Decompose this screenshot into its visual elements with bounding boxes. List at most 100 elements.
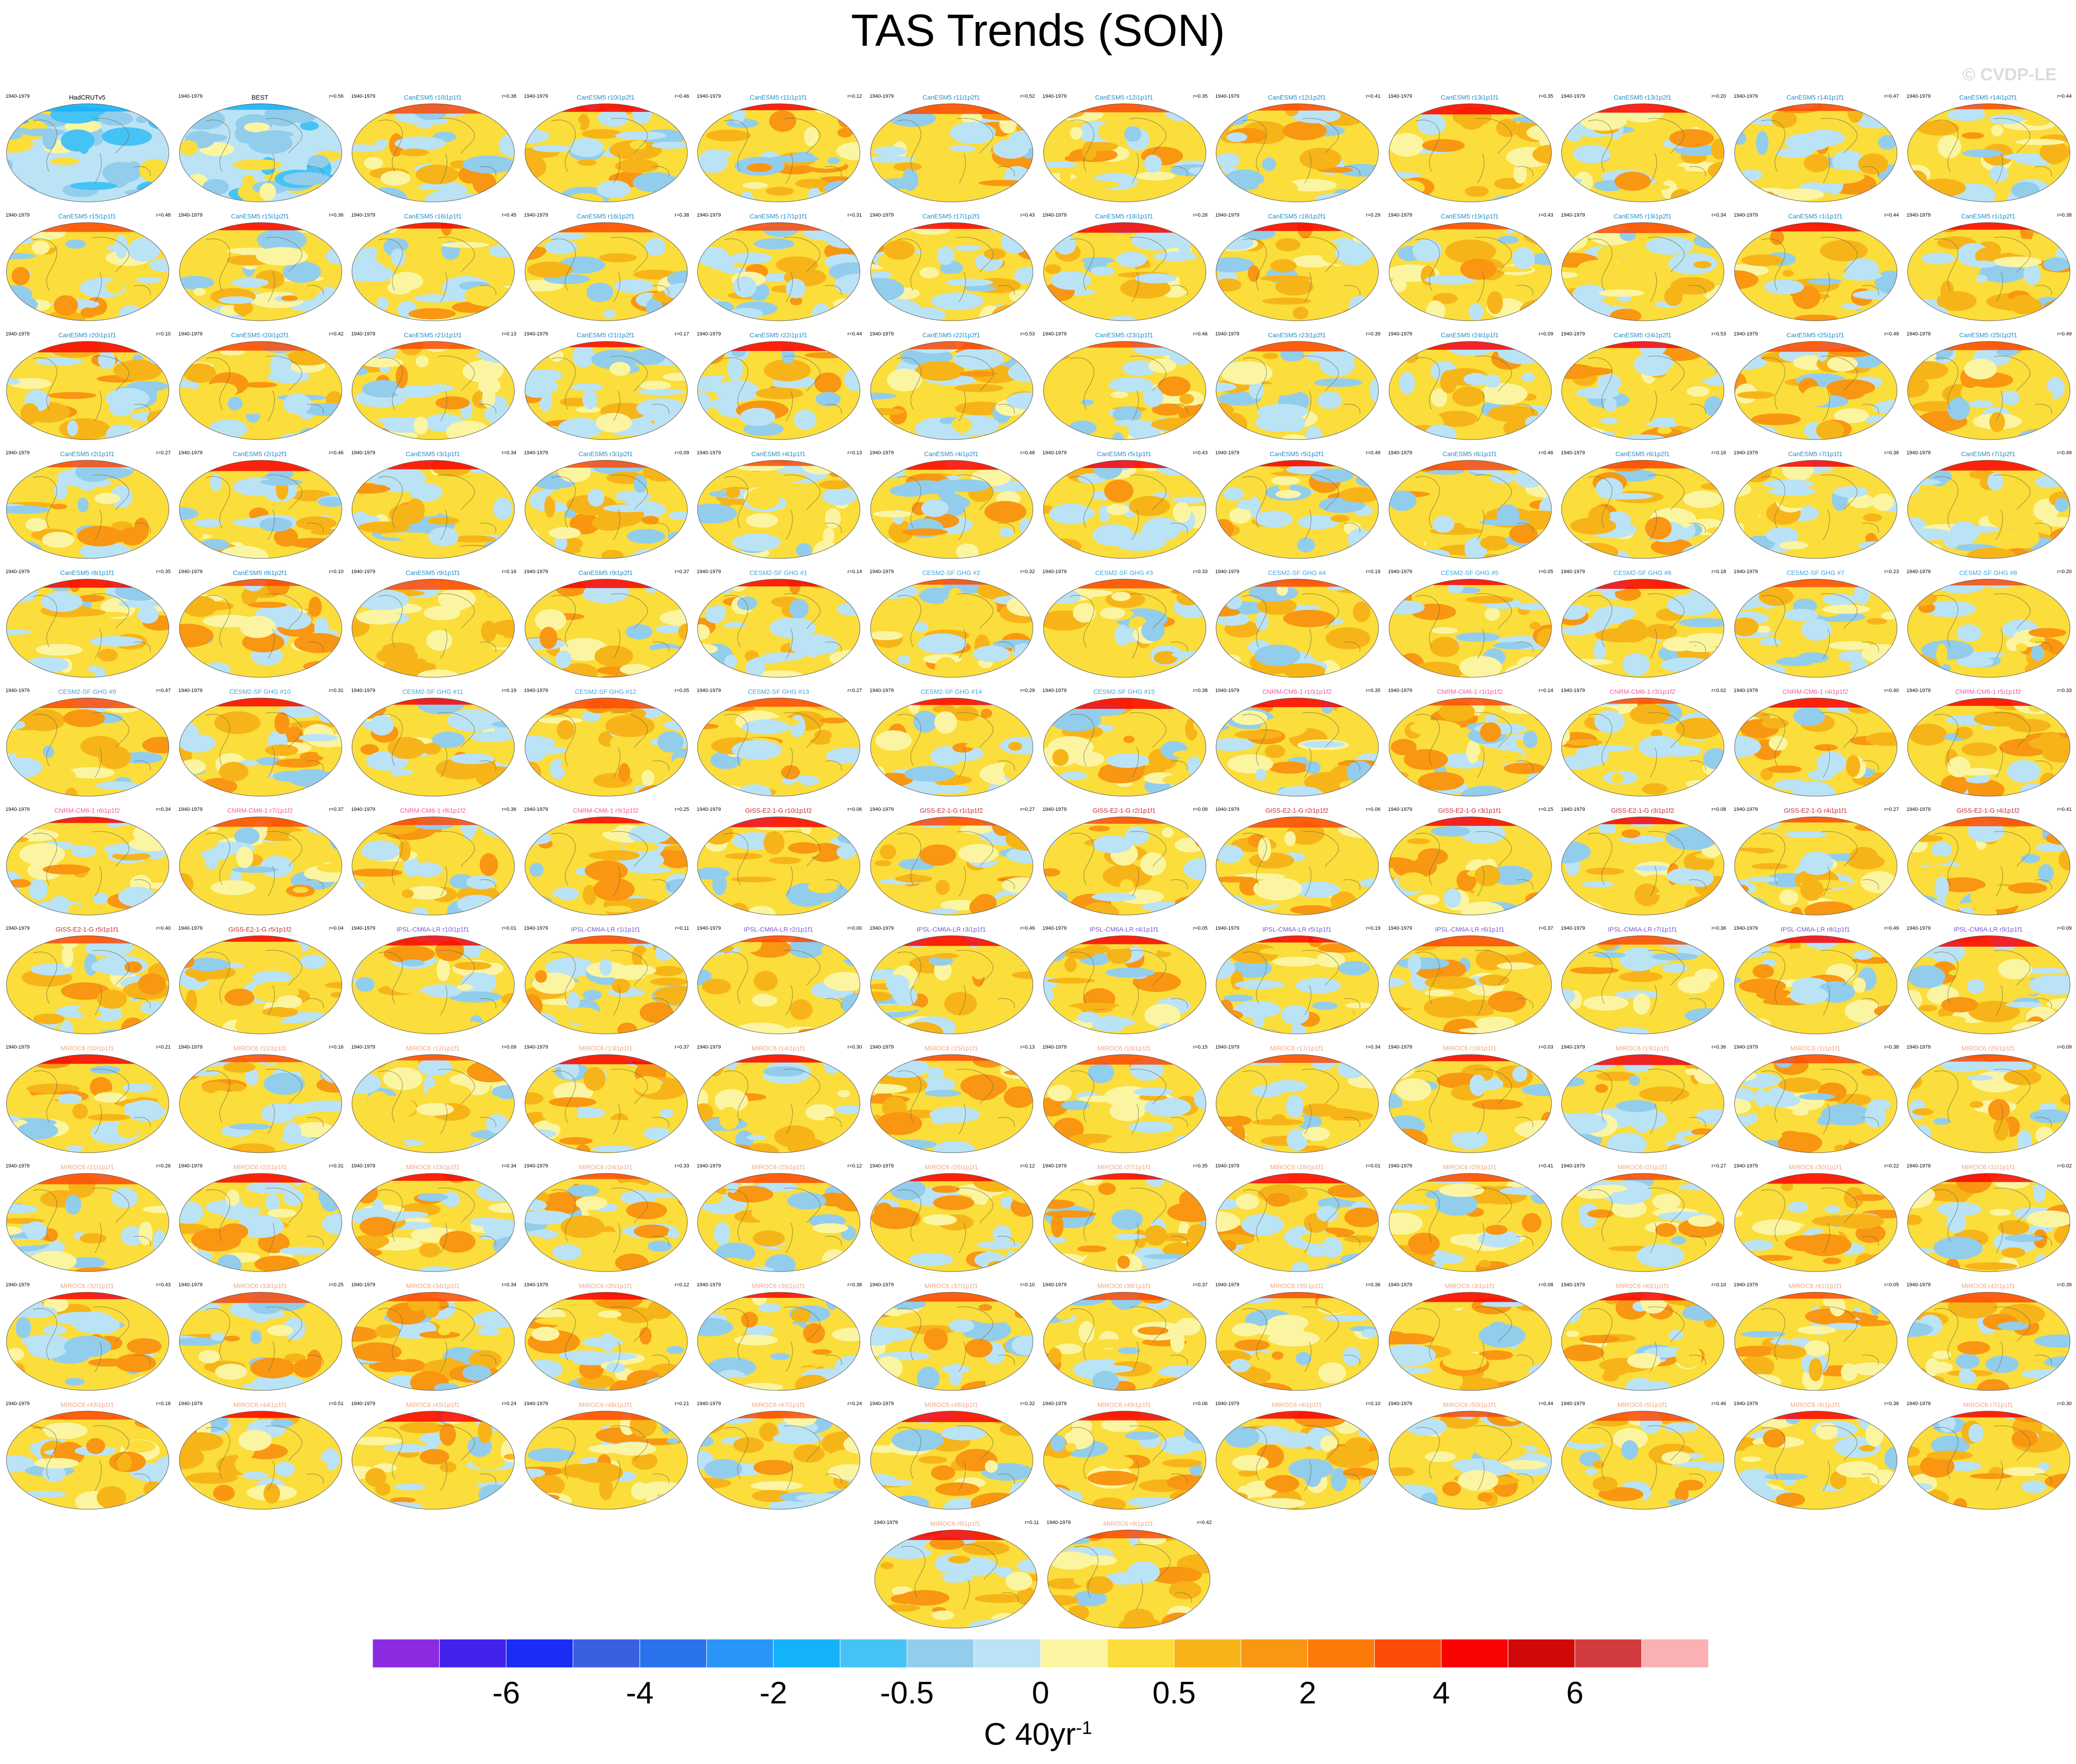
panel-period: 1940-1979: [697, 94, 721, 99]
panel-pattern-correlation: r=0.16: [156, 1401, 171, 1407]
panel-pattern-correlation: r=0.27: [1711, 1163, 1726, 1169]
global-trend-map: [870, 1292, 1033, 1391]
map-panel: 1940-1979 CNRM-CM6-1 r1i1p1f2 r=0.14: [1384, 686, 1556, 802]
panel-period: 1940-1979: [1734, 926, 1758, 931]
colorbar-box: [506, 1639, 574, 1668]
global-trend-map: [525, 816, 688, 915]
map-panel: 1940-1979 MIROC6 r11i1p1f1 r=0.16: [174, 1043, 346, 1158]
panel-title: MIROC6 r9i1p1f1: [1103, 1520, 1154, 1527]
global-trend-map: [1216, 1173, 1379, 1272]
panel-period: 1940-1979: [697, 1282, 721, 1288]
panel-period: 1940-1979: [1561, 1401, 1585, 1407]
global-trend-map: [1216, 1411, 1379, 1510]
global-trend-map: [1561, 1173, 1724, 1272]
panel-title: MIROC6 r15i1p1f1: [924, 1044, 978, 1052]
global-trend-map: [1907, 816, 2070, 915]
panel-title: CanESM5 r18i1p2f1: [1268, 212, 1326, 220]
global-trend-map: [6, 1054, 169, 1153]
panel-pattern-correlation: r=0.35: [1193, 1163, 1208, 1169]
panel-period: 1940-1979: [1388, 1282, 1412, 1288]
global-trend-map: [870, 816, 1033, 915]
global-trend-map: [1389, 698, 1552, 797]
colorbar-tick-label: -4: [625, 1675, 654, 1710]
panel-period: 1940-1979: [870, 1282, 894, 1288]
map-panel: 1940-1979 CNRM-CM6-1 r5i1p1f2 r=0.33: [1902, 686, 2075, 802]
panel-period: 1940-1979: [1906, 450, 1931, 456]
panel-pattern-correlation: r=0.43: [1539, 212, 1553, 218]
panel-pattern-correlation: r=0.15: [1193, 1044, 1208, 1050]
panel-period: 1940-1979: [1561, 450, 1585, 456]
map-panel: 1940-1979 CanESM5 r12i1p1f1 r=0.35: [1038, 92, 1211, 207]
panel-pattern-correlation: r=0.09: [2057, 926, 2072, 931]
panel-title: MIROC6 r37i1p1f1: [924, 1282, 978, 1290]
panel-title: CanESM5 r22i1p2f1: [922, 331, 981, 339]
panel-title: CanESM5 r2i1p2f1: [233, 450, 287, 458]
panel-title: GISS-E2-1-G r4i1p1f2: [1956, 807, 2020, 814]
panel-period: 1940-1979: [1561, 1282, 1585, 1288]
panel-period: 1940-1979: [1906, 331, 1931, 337]
panel-pattern-correlation: r=0.46: [329, 450, 344, 456]
panel-pattern-correlation: r=0.03: [1539, 1044, 1553, 1050]
global-trend-map: [870, 341, 1033, 440]
map-panel: 1940-1979 GISS-E2-1-G r3i1p1f1 r=0.15: [1384, 805, 1556, 921]
colorbar-box: [1441, 1639, 1508, 1668]
panel-title: MIROC6 r13i1p1f1: [579, 1044, 633, 1052]
map-panel: 1940-1979 CanESM5 r14i1p1f1 r=0.47: [1729, 92, 1902, 207]
panel-period: 1940-1979: [178, 1163, 203, 1169]
panel-pattern-correlation: r=0.28: [1193, 212, 1208, 218]
panel-title: CESM2-SF GHG #5: [1440, 569, 1499, 576]
panel-title: CanESM5 r13i1p2f1: [1613, 94, 1672, 101]
colorbar-tick-label: 4: [1432, 1675, 1450, 1710]
panel-period: 1940-1979: [1906, 1044, 1931, 1050]
panel-period: 1940-1979: [6, 1163, 30, 1169]
global-trend-map: [352, 816, 515, 915]
panel-pattern-correlation: r=0.17: [675, 331, 689, 337]
panel-title: MIROC6 r17i1p1f1: [1270, 1044, 1324, 1052]
panel-period: 1940-1979: [1042, 331, 1067, 337]
global-trend-map: [1043, 460, 1206, 559]
global-trend-map: [179, 1054, 342, 1153]
global-trend-map: [179, 935, 342, 1034]
map-panel: 1940-1979 CanESM5 r2i1p2f1 r=0.46: [174, 448, 346, 564]
map-panel: 1940-1979 MIROC6 r33i1p1f1 r=0.25: [174, 1280, 346, 1396]
panel-title: CanESM5 r7i1p1f1: [1788, 450, 1843, 458]
map-panel: 1940-1979 CanESM5 r16i1p1f1 r=0.45: [346, 211, 519, 326]
panel-title: MIROC6 r26i1p1f1: [924, 1163, 978, 1171]
panel-pattern-correlation: r=0.31: [329, 688, 344, 693]
panel-title: IPSL-CM6A-LR r7i1p1f1: [1607, 926, 1677, 933]
panel-period: 1940-1979: [178, 1044, 203, 1050]
panel-pattern-correlation: r=0.26: [156, 1163, 171, 1169]
colorbar-box: [1040, 1639, 1108, 1668]
global-trend-map: [1043, 698, 1206, 797]
panel-period: 1940-1979: [1906, 1401, 1931, 1407]
map-panel: 1940-1979 MIROC6 r22i1p1f1 r=0.31: [174, 1161, 346, 1277]
panel-title: CanESM5 r18i1p1f1: [1095, 212, 1153, 220]
map-panel: 1940-1979 MIROC6 r43i1p1f1 r=0.16: [1, 1399, 173, 1515]
global-trend-map: [6, 698, 169, 797]
panel-title: MIROC6 r16i1p1f1: [1097, 1044, 1151, 1052]
map-panel: 1940-1979 GISS-E2-1-G r3i1p1f2 r=0.08: [1556, 805, 1729, 921]
map-panel: 1940-1979 MIROC6 r28i1p1f1 r=0.01: [1211, 1161, 1383, 1277]
map-panel: 1940-1979 MIROC6 r2i1p1f1 r=0.27: [1556, 1161, 1729, 1277]
colorbar-tick-label: -6: [492, 1675, 520, 1710]
map-panel: 1940-1979 GISS-E2-1-G r1i1p1f2 r=0.27: [865, 805, 1038, 921]
global-trend-map: [870, 1173, 1033, 1272]
map-panel: 1940-1979 CNRM-CM6-1 r4i1p1f2 r=0.40: [1729, 686, 1902, 802]
panel-period: 1940-1979: [6, 1282, 30, 1288]
panel-period: 1940-1979: [1388, 807, 1412, 812]
panel-pattern-correlation: r=0.49: [1366, 450, 1381, 456]
panel-pattern-correlation: r=0.24: [502, 1401, 517, 1407]
colorbar-box: [1374, 1639, 1442, 1668]
global-trend-map: [179, 1411, 342, 1510]
panel-title: HadCRUTv5: [69, 94, 106, 101]
panel-title: CanESM5 r4i1p2f1: [924, 450, 979, 458]
map-panel: 1940-1979 CanESM5 r5i1p2f1 r=0.49: [1211, 448, 1383, 564]
global-trend-map: [1389, 579, 1552, 678]
panel-pattern-correlation: r=0.36: [1711, 1044, 1726, 1050]
panel-period: 1940-1979: [1046, 1520, 1071, 1525]
global-trend-map: [1389, 1292, 1552, 1391]
global-trend-map: [1734, 935, 1897, 1034]
panel-period: 1940-1979: [1561, 1044, 1585, 1050]
panel-pattern-correlation: r=0.09: [675, 450, 689, 456]
panel-pattern-correlation: r=0.46: [675, 94, 689, 99]
